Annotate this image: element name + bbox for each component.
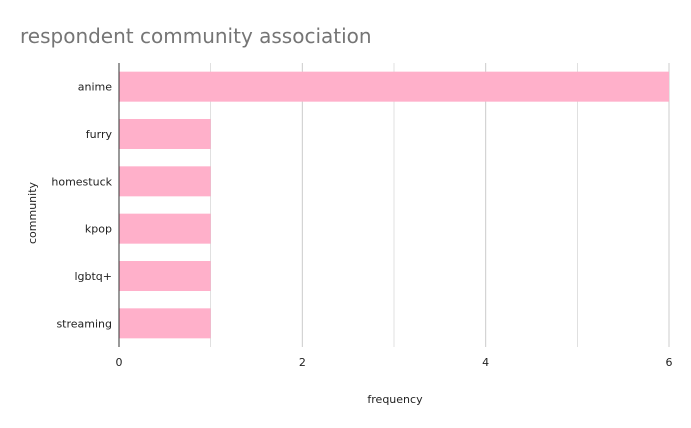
x-tick-label: 0 <box>116 356 123 369</box>
x-tick-label: 2 <box>299 356 306 369</box>
category-label: furry <box>86 128 113 141</box>
category-label: streaming <box>56 317 112 330</box>
bar-anime <box>119 71 669 102</box>
bar-lgbtq- <box>119 261 211 291</box>
category-label: homestuck <box>51 175 112 188</box>
x-tick-label: 6 <box>666 356 673 369</box>
chart-title: respondent community association <box>20 24 372 48</box>
bar-furry <box>119 119 211 149</box>
category-label: anime <box>78 81 112 94</box>
x-axis-label: frequency <box>367 393 423 406</box>
bar-streaming <box>119 308 211 339</box>
bars <box>119 71 669 339</box>
y-axis-label: community <box>26 181 39 244</box>
bar-homestuck <box>119 166 211 197</box>
category-label: kpop <box>85 223 112 236</box>
category-label: lgbtq+ <box>74 270 112 283</box>
category-labels: anime furry homestuck kpop lgbtq+ streaming <box>51 81 112 331</box>
gridlines <box>210 63 670 347</box>
x-tick-labels: 0 2 4 6 <box>116 356 673 369</box>
x-tick-label: 4 <box>482 356 489 369</box>
bar-kpop <box>119 213 211 244</box>
